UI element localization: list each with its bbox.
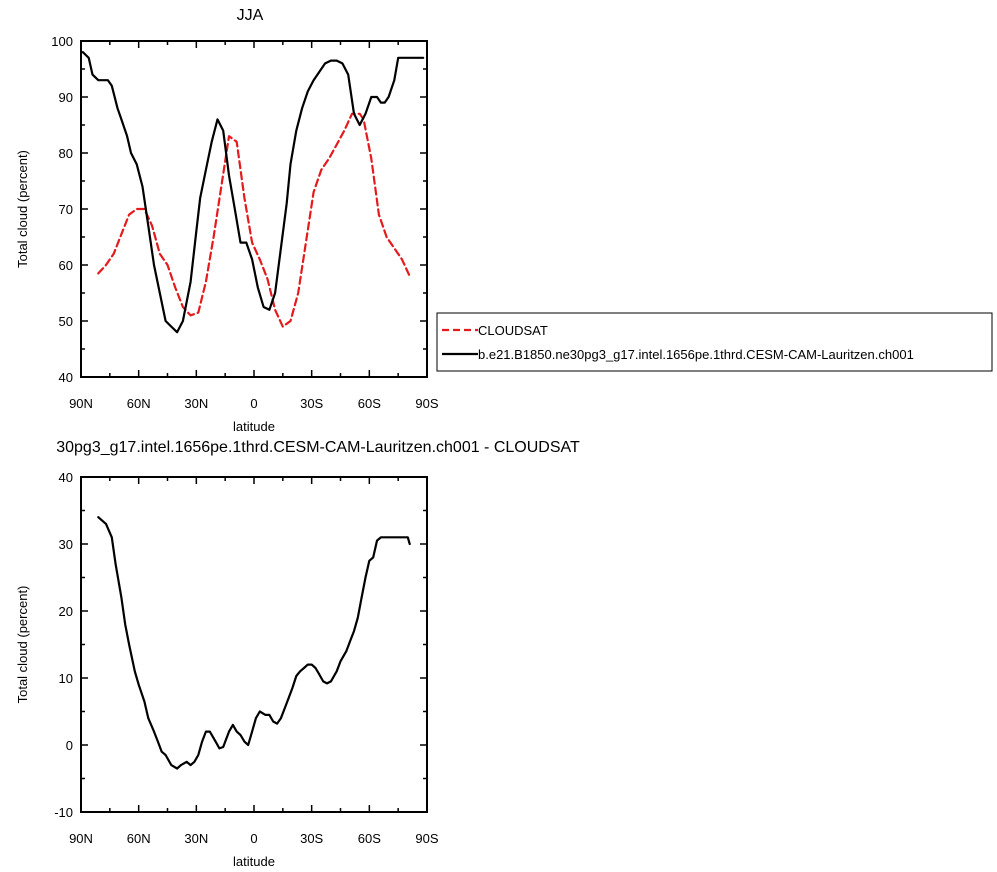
x-tick-label: 60S xyxy=(358,396,381,411)
x-tick-label: 90N xyxy=(69,831,93,846)
x-tick-label: 60N xyxy=(127,831,151,846)
legend: CLOUDSAT b.e21.B1850.ne30pg3_g17.intel.16… xyxy=(436,312,993,372)
chart-title: JJA xyxy=(237,7,264,24)
y-tick-label: 70 xyxy=(59,202,73,217)
x-tick-label: 0 xyxy=(250,396,257,411)
series-line-2 xyxy=(81,51,425,334)
x-tick-label: 90N xyxy=(69,396,93,411)
plot-frame xyxy=(80,40,428,378)
y-tick-label: 60 xyxy=(59,258,73,273)
y-tick-label: 40 xyxy=(59,370,73,385)
x-axis-label: latitude xyxy=(233,419,275,434)
y-axis-label: Total cloud (percent) xyxy=(15,586,30,704)
y-tick-label: 20 xyxy=(59,604,73,619)
y-axis-label: Total cloud (percent) xyxy=(15,150,30,268)
x-tick-label: 30S xyxy=(300,396,323,411)
y-tick-label: 90 xyxy=(59,90,73,105)
y-tick-label: 80 xyxy=(59,146,73,161)
x-tick-label: 60N xyxy=(127,396,151,411)
legend-label-2: b.e21.B1850.ne30pg3_g17.intel.1656pe.1th… xyxy=(478,347,914,362)
x-tick-label: 30S xyxy=(300,831,323,846)
y-tick-label: 0 xyxy=(66,738,73,753)
y-tick-label: 30 xyxy=(59,537,73,552)
x-tick-label: 30N xyxy=(184,396,208,411)
legend-box xyxy=(436,312,993,372)
x-tick-label: 60S xyxy=(358,831,381,846)
x-tick-label: 90S xyxy=(415,831,438,846)
x-tick-label: 90S xyxy=(415,396,438,411)
legend-label-1: CLOUDSAT xyxy=(478,323,548,338)
y-tick-label: 100 xyxy=(51,34,73,49)
x-tick-label: 30N xyxy=(184,831,208,846)
x-tick-label: 0 xyxy=(250,831,257,846)
series-line-1 xyxy=(97,516,411,770)
plot-frame xyxy=(80,476,428,813)
series-line-1 xyxy=(97,112,411,328)
x-axis-label: latitude xyxy=(233,854,275,869)
y-tick-label: -10 xyxy=(54,805,73,820)
chart-2: 30pg3_g17.intel.1656pe.1thrd.CESM-CAM-La… xyxy=(15,439,580,869)
y-tick-label: 40 xyxy=(59,470,73,485)
y-tick-label: 50 xyxy=(59,314,73,329)
chart-title: 30pg3_g17.intel.1656pe.1thrd.CESM-CAM-La… xyxy=(56,439,580,456)
y-tick-label: 10 xyxy=(59,671,73,686)
chart-1: JJA 40 50 60 70 80 90 100 90N 60N 30N 0 30S 60S 90S lat… xyxy=(15,7,993,434)
